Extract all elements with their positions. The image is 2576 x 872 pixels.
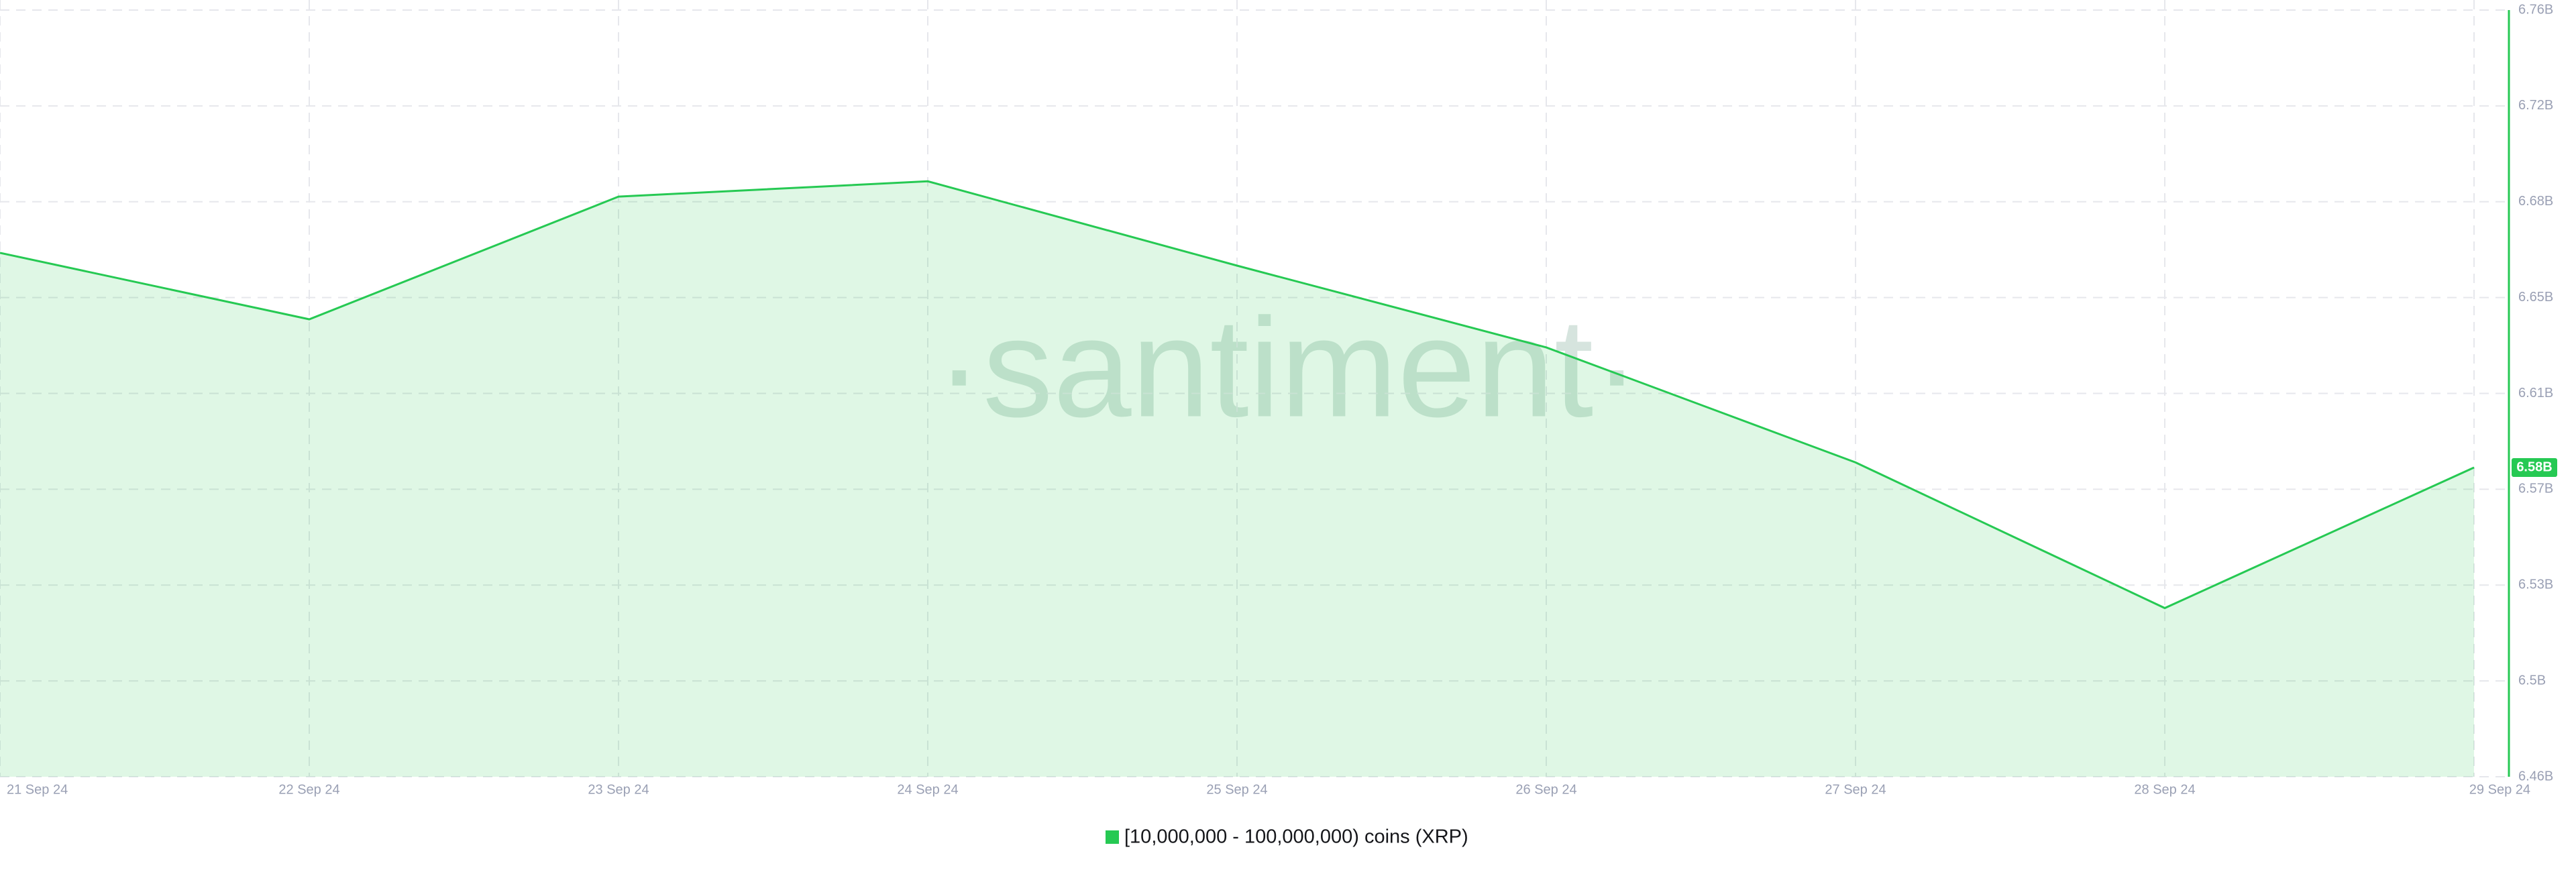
- x-tick-label: 24 Sep 24: [897, 782, 958, 797]
- y-tick-label: 6.68B: [2518, 194, 2553, 209]
- y-tick-label: 6.72B: [2518, 98, 2553, 113]
- x-tick-label: 29 Sep 24: [2469, 782, 2530, 797]
- legend-label: [10,000,000 - 100,000,000) coins (XRP): [1124, 826, 1468, 848]
- watermark: ·santiment·: [936, 288, 1640, 446]
- y-tick-label: 6.61B: [2518, 386, 2553, 400]
- value-label: 6.58B: [2516, 459, 2552, 474]
- y-tick-label: 6.57B: [2518, 482, 2553, 496]
- x-tick-label: 28 Sep 24: [2134, 782, 2195, 797]
- y-tick-label: 6.46B: [2518, 769, 2553, 783]
- y-tick-label: 6.5B: [2518, 673, 2546, 688]
- legend-swatch: [1106, 830, 1119, 844]
- value-badge: [2512, 457, 2557, 477]
- x-tick-label: 21 Sep 24: [7, 782, 68, 797]
- y-tick-label: 6.53B: [2518, 578, 2553, 592]
- x-tick-label: 23 Sep 24: [588, 782, 649, 797]
- y-tick-label: 6.65B: [2518, 290, 2553, 305]
- x-tick-label: 27 Sep 24: [1825, 782, 1886, 797]
- y-tick-label: 6.76B: [2518, 2, 2553, 17]
- x-tick-label: 26 Sep 24: [1515, 782, 1576, 797]
- legend: [10,000,000 - 100,000,000) coins (XRP): [1106, 826, 1468, 848]
- line: [0, 180, 2475, 610]
- area-fill: [0, 181, 2474, 777]
- x-tick-label: 25 Sep 24: [1206, 782, 1267, 797]
- x-tick-label: 22 Sep 24: [278, 782, 339, 797]
